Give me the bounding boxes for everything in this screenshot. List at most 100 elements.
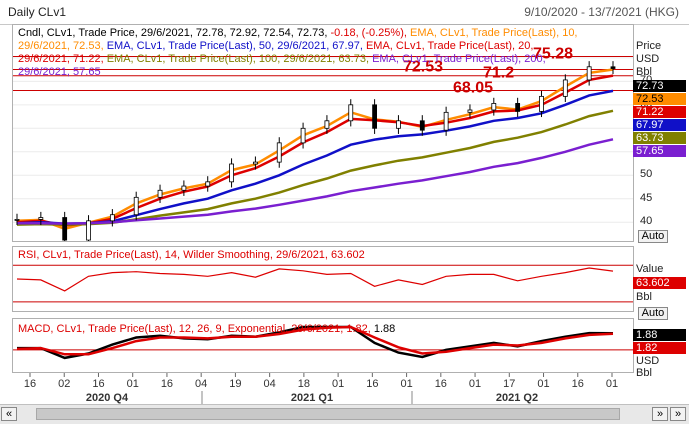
price-value-tag: 72.53: [633, 93, 686, 105]
rsi-axis-unit: Bbl: [636, 291, 652, 303]
candle-body: [348, 104, 354, 122]
candle-body: [62, 217, 68, 241]
candle-body: [229, 163, 234, 183]
rsi-axis-header: Value: [636, 263, 663, 276]
candle-body: [324, 120, 330, 129]
candle-body: [491, 103, 497, 111]
ema20-line: [16, 74, 614, 227]
candle-body: [515, 103, 521, 112]
ema200-info: EMA, CLv1, Trade Price(Last), 200,: [372, 53, 546, 65]
chart-title: Daily CLv1: [8, 5, 67, 19]
time-axis-day-label: 01: [606, 378, 618, 390]
annotation-label: 72.53: [403, 58, 443, 75]
time-axis-day-label: 04: [195, 378, 207, 390]
price-value-tag: 72.73: [633, 80, 686, 92]
scroll-left-button[interactable]: «: [1, 407, 17, 421]
candle-body: [586, 66, 592, 81]
candle-body: [181, 185, 187, 191]
macd-value-tag: 1.88: [633, 329, 686, 341]
time-axis-day-label: 16: [24, 378, 36, 390]
candle-body: [157, 189, 163, 198]
price-legend-line-2: 29/6/2021, 72.53, EMA, CLv1, Trade Price…: [18, 40, 578, 53]
time-axis-day-label: 01: [127, 378, 139, 390]
candle-body: [562, 79, 568, 97]
price-axis-header: Price USD Bbl: [636, 40, 661, 79]
time-axis-day-label: 16: [92, 378, 104, 390]
price-axis-tick: 40: [640, 215, 653, 228]
annotation-label: 68.05: [453, 80, 493, 97]
candle-body: [300, 127, 306, 144]
ema200-line: [17, 138, 614, 225]
time-axis-day-label: 01: [332, 378, 344, 390]
macd-axis-unit: Bbl: [636, 367, 652, 379]
time-axis-day-label: 17: [503, 378, 515, 390]
scrollbar-thumb[interactable]: [36, 408, 620, 420]
ema10-info: EMA, CLv1, Trade Price(Last), 10,: [409, 27, 578, 39]
candle-body: [467, 109, 473, 113]
rsi-axis-label: Value: [636, 263, 664, 275]
price-legend-line-1: Cndl, CLv1, Trade Price, 29/6/2021, 72.7…: [18, 27, 578, 40]
macd-axis-header: USD Bbl: [636, 355, 659, 379]
price-legend: Cndl, CLv1, Trade Price, 29/6/2021, 72.7…: [18, 27, 578, 79]
rsi-panel[interactable]: RSI, CLv1, Trade Price(Last), 14, Wilder…: [12, 246, 634, 312]
price-axis-tick: 45: [640, 191, 653, 204]
price-value-tag: 71.22: [633, 106, 686, 118]
macd-legend: MACD, CLv1, Trade Price(Last), 12, 26, 9…: [18, 323, 395, 336]
candle-body: [86, 220, 91, 241]
time-axis-day-label: 19: [229, 378, 241, 390]
time-axis-day-label: 02: [58, 378, 70, 390]
price-auto-scale-button[interactable]: Auto: [638, 230, 668, 243]
price-value-tag: 57.65: [633, 145, 686, 157]
candle-body: [38, 217, 44, 220]
price-axis-currency: USD: [636, 53, 660, 65]
time-axis-day-label: 16: [572, 378, 584, 390]
candle-info: Cndl, CLv1, Trade Price, 29/6/2021, 72.7…: [18, 27, 331, 39]
chart-title-bar: Daily CLv1 9/10/2020 - 13/7/2021 (HKG): [0, 0, 689, 25]
rsi-legend: RSI, CLv1, Trade Price(Last), 14, Wilder…: [18, 249, 365, 261]
signal-value-tag: 1.82: [633, 342, 686, 354]
price-value-tag: 63.73: [633, 132, 686, 144]
ema100-info: EMA, CLv1, Trade Price(Last), 100, 29/6/…: [106, 53, 373, 65]
signal-line: [16, 325, 614, 356]
ema200-value: 29/6/2021, 57.65: [18, 66, 101, 78]
candle-body: [539, 95, 544, 112]
scroll-right-button[interactable]: »: [652, 407, 668, 421]
price-legend-line-3: 29/6/2021, 71.22, EMA, CLv1, Trade Price…: [18, 53, 578, 66]
price-plot[interactable]: 75.28 72.53 71.268.05: [13, 25, 633, 241]
candle-body: [443, 111, 449, 131]
price-axis-label: Price: [636, 40, 662, 52]
time-axis-day-label: 18: [298, 378, 310, 390]
scroll-end-button[interactable]: »: [670, 407, 686, 421]
candle-body: [372, 104, 378, 129]
rsi-value-tag: 63.602: [633, 277, 686, 289]
rsi-line: [16, 267, 614, 292]
price-panel[interactable]: 75.28 72.53 71.2 68.05 Cndl, CLv1, Trade Pr…: [12, 24, 634, 242]
time-axis-day-label: 16: [161, 378, 173, 390]
rsi-auto-scale-button[interactable]: Auto: [638, 307, 668, 320]
horizontal-scrollbar[interactable]: « » »: [0, 404, 689, 424]
time-axis-period-label: 2021 Q2: [496, 392, 538, 404]
ema10-value: 29/6/2021, 72.53,: [18, 40, 107, 52]
candle-body: [419, 120, 425, 131]
rsi-plot[interactable]: [13, 247, 633, 311]
price-axis-tick: 50: [640, 168, 653, 181]
ema50-info: EMA, CLv1, Trade Price(Last), 50, 29/6/2…: [106, 40, 366, 52]
candle-body: [252, 161, 258, 165]
annotation-label: 75.28: [533, 46, 573, 63]
ema10-line: [16, 68, 614, 231]
time-axis-day-label: 01: [537, 378, 549, 390]
time-axis: 16 02 16 01 16 04 19 04 18 01 16 01 16 01 17 01 16 01 2020…: [12, 373, 634, 405]
macd-panel[interactable]: MACD, CLv1, Trade Price(Last), 12, 26, 9…: [12, 318, 634, 373]
price-value-tag: 67.97: [633, 119, 686, 131]
candle-body: [276, 142, 282, 163]
change-info: -0.18, (-0.25%),: [330, 27, 410, 39]
price-axis-unit: Bbl: [636, 66, 652, 78]
macd-plot[interactable]: [13, 319, 633, 372]
candle-body: [109, 214, 115, 222]
signal-info: 1.88: [373, 323, 396, 335]
time-axis-period-label: 2021 Q1: [291, 392, 333, 404]
time-axis-day-label: 04: [264, 378, 276, 390]
time-axis-day-label: 16: [366, 378, 378, 390]
time-axis-day-label: 16: [435, 378, 447, 390]
date-range: 9/10/2020 - 13/7/2021 (HKG): [524, 5, 679, 19]
